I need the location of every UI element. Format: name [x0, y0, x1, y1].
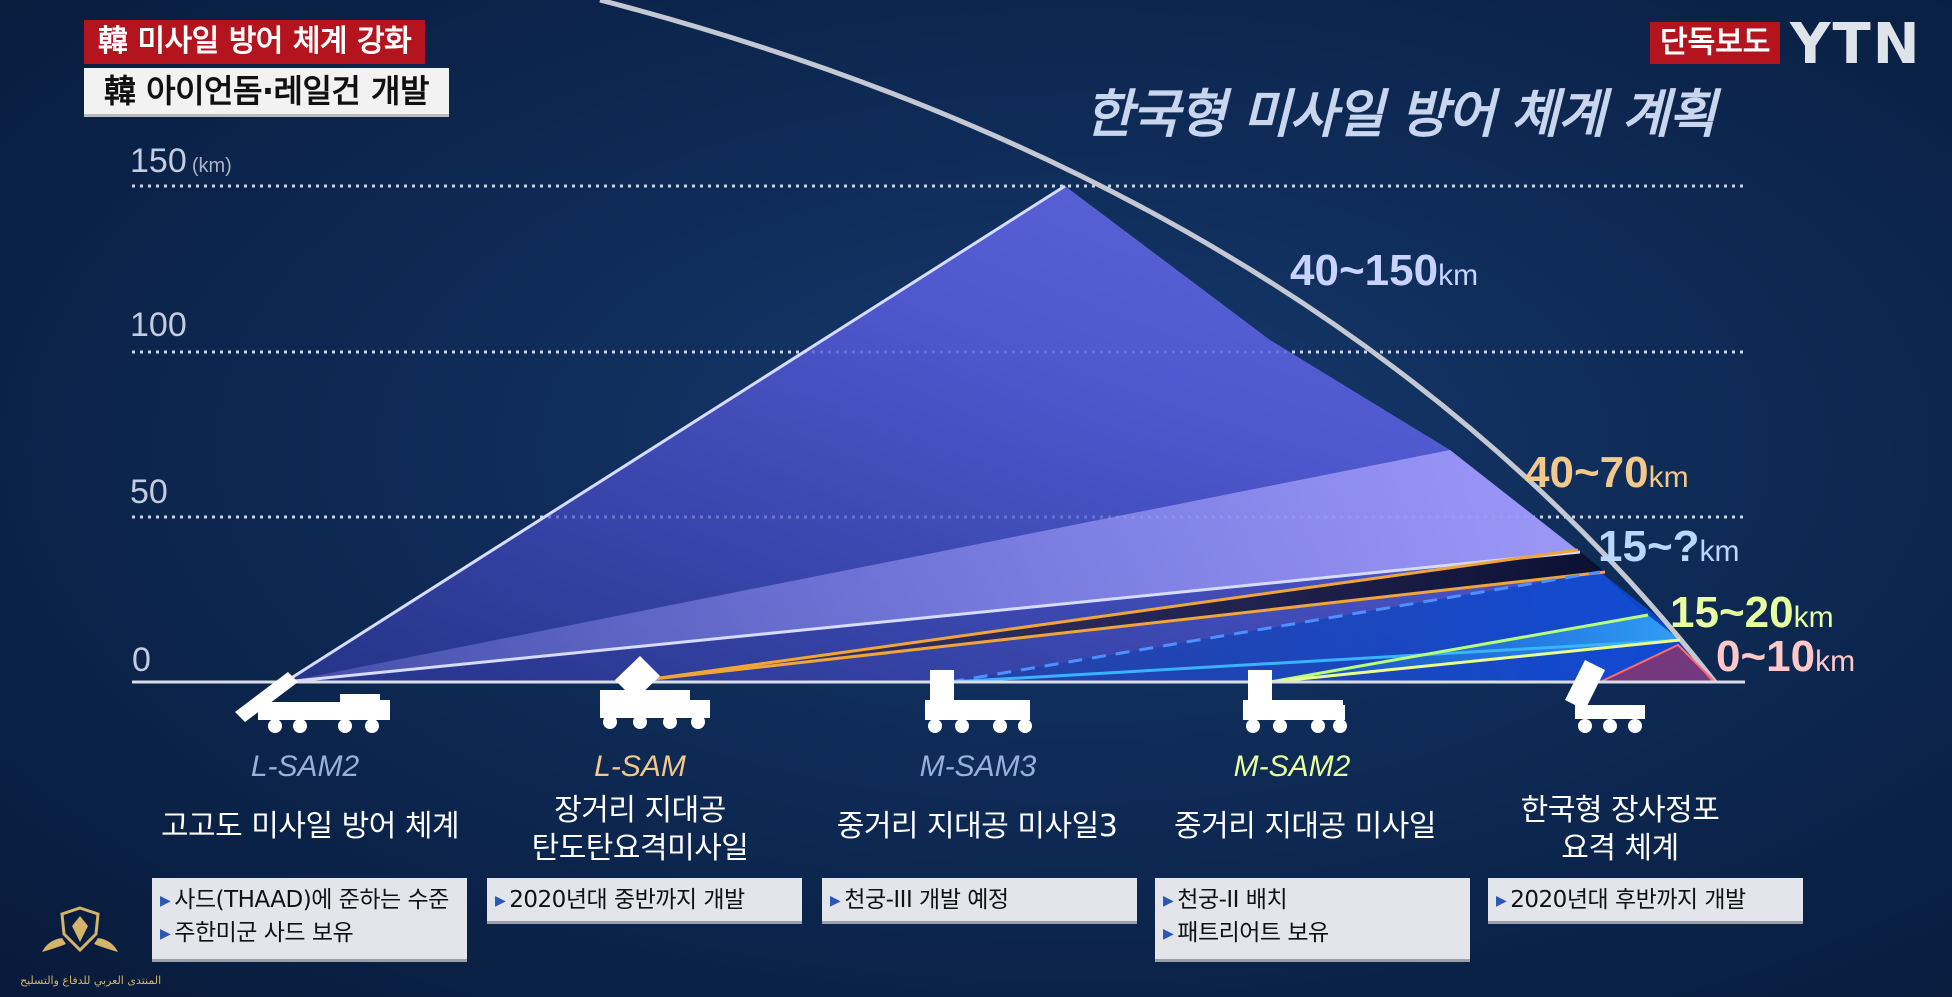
system-name-line: 장거리 지대공 [554, 793, 726, 828]
l-sam-upper-line [644, 548, 1579, 682]
axis-tick-0: 0 [132, 641, 151, 679]
bullet-triangle-icon: ▶ [160, 926, 171, 942]
system-name-line: 한국형 장사정포 [1520, 793, 1720, 828]
system-code-m-sam2: M-SAM2 [1233, 750, 1351, 783]
ytn-logo: YTN [1790, 12, 1922, 77]
note-text: 2020년대 중반까지 개발 [509, 887, 745, 913]
axis-tick-100: 100 [130, 306, 187, 344]
range-label-m-sam3: 15~?km [1598, 522, 1740, 572]
axis-tick-150-label: 150 [130, 142, 187, 180]
range-unit: km [1793, 601, 1834, 634]
note-text: 천궁-II 배치 [1177, 887, 1288, 913]
forum-watermark: المنتدى العربي للدفاع والتسليح [20, 900, 162, 987]
range-value: 15~20 [1670, 588, 1794, 637]
note-text: 사드(THAAD)에 준하는 수준 [174, 887, 449, 913]
range-label-lamd: 0~10km [1716, 632, 1855, 682]
l-sam-coverage-band [285, 450, 1580, 682]
note-box-l-sam: ▶ 2020년대 중반까지 개발 [487, 878, 802, 924]
system-name-line: 요격 체계 [1561, 831, 1679, 866]
m-sam2-lower-line [1269, 638, 1681, 684]
range-value: 15~? [1598, 522, 1700, 571]
bullet-triangle-icon: ▶ [1163, 926, 1174, 942]
l-sam-launcher-icon [600, 656, 710, 729]
system-name-line: 탄도탄요격미사일 [531, 831, 749, 866]
system-code-m-sam3: M-SAM3 [919, 750, 1037, 783]
range-arc [599, 0, 1717, 684]
note-box-m-sam3: ▶ 천궁-III 개발 예정 [822, 878, 1137, 924]
system-name-l-sam: 장거리 지대공 탄도탄요격미사일 [475, 792, 805, 868]
note-text: 패트리어트 보유 [1177, 920, 1329, 946]
note-line: ▶ 2020년대 후반까지 개발 [1496, 884, 1795, 917]
range-label-l-sam2: 40~150km [1290, 246, 1478, 296]
note-line: ▶ 사드(THAAD)에 준하는 수준 [160, 884, 459, 917]
l-sam-lower-line [644, 570, 1606, 682]
watermark-text: المنتدى العربي للدفاع والتسليح [20, 974, 162, 987]
bullet-triangle-icon: ▶ [495, 893, 506, 909]
axis-tick-50: 50 [130, 473, 168, 511]
bullet-triangle-icon: ▶ [160, 893, 171, 909]
headline-caption-bottom: 韓 아이언돔·레일건 개발 [84, 68, 449, 117]
note-box-l-sam2: ▶ 사드(THAAD)에 준하는 수준 ▶ 주한미군 사드 보유 [152, 878, 467, 962]
system-code-l-sam2: L-SAM2 [250, 750, 360, 783]
note-box-lamd: ▶ 2020년대 후반까지 개발 [1488, 878, 1803, 924]
headline-caption-top: 韓 미사일 방어 체계 강화 [84, 20, 426, 64]
bullet-triangle-icon: ▶ [1496, 893, 1507, 909]
system-name-m-sam2: 중거리 지대공 미사일 [1140, 808, 1470, 846]
note-line: ▶ 패트리어트 보유 [1163, 917, 1462, 950]
axis-tick-150: 150 (km) [130, 142, 232, 181]
m-sam3-launcher-icon [925, 670, 1032, 733]
range-label-l-sam: 40~70km [1525, 448, 1689, 498]
l-sam2-lower-line [284, 550, 1581, 684]
system-name-line: 고고도 미사일 방어 체계 [160, 809, 460, 844]
system-name-lamd: 한국형 장사정포 요격 체계 [1455, 792, 1785, 868]
bullet-triangle-icon: ▶ [1163, 893, 1174, 909]
range-unit: km [1438, 259, 1479, 292]
m-sam3-dashed-line [949, 570, 1601, 684]
shield-wings-icon [42, 906, 118, 953]
note-line: ▶ 천궁-III 개발 예정 [830, 884, 1129, 917]
system-name-m-sam3: 중거리 지대공 미사일3 [812, 808, 1142, 846]
note-line: ▶ 주한미군 사드 보유 [160, 917, 459, 950]
note-text: 주한미군 사드 보유 [174, 920, 354, 946]
range-value: 40~70 [1525, 448, 1649, 497]
note-text: 2020년대 후반까지 개발 [1510, 887, 1746, 913]
note-text: 천궁-III 개발 예정 [844, 887, 1009, 913]
m-sam3-lower-line [949, 638, 1681, 684]
m-sam2-upper-line [1269, 613, 1649, 684]
system-name-l-sam2: 고고도 미사일 방어 체계 [145, 808, 475, 846]
note-box-m-sam2: ▶ 천궁-II 배치 ▶ 패트리어트 보유 [1155, 878, 1470, 962]
range-unit: km [1815, 645, 1856, 678]
graphic-title: 한국형 미사일 방어 체계 계획 [1085, 85, 1716, 145]
range-unit: km [1699, 535, 1740, 568]
range-unit: km [1648, 461, 1689, 494]
bullet-triangle-icon: ▶ [830, 893, 841, 909]
note-line: ▶ 천궁-II 배치 [1163, 884, 1462, 917]
system-name-line: 중거리 지대공 미사일3 [836, 809, 1118, 844]
l-sam2-launcher-icon [235, 672, 390, 733]
range-value: 0~10 [1716, 632, 1816, 681]
note-line: ▶ 2020년대 중반까지 개발 [495, 884, 794, 917]
m-sam2-launcher-icon [1243, 670, 1347, 733]
range-value: 40~150 [1290, 246, 1439, 295]
l-sam2-upper-line [284, 184, 1066, 684]
system-name-line: 중거리 지대공 미사일 [1174, 809, 1436, 844]
system-code-l-sam: L-SAM [594, 750, 686, 783]
axis-unit: (km) [191, 155, 232, 177]
range-label-m-sam2: 15~20km [1670, 588, 1834, 638]
exclusive-badge: 단독보도 [1650, 22, 1781, 64]
lamd-launcher-icon [1565, 660, 1645, 733]
